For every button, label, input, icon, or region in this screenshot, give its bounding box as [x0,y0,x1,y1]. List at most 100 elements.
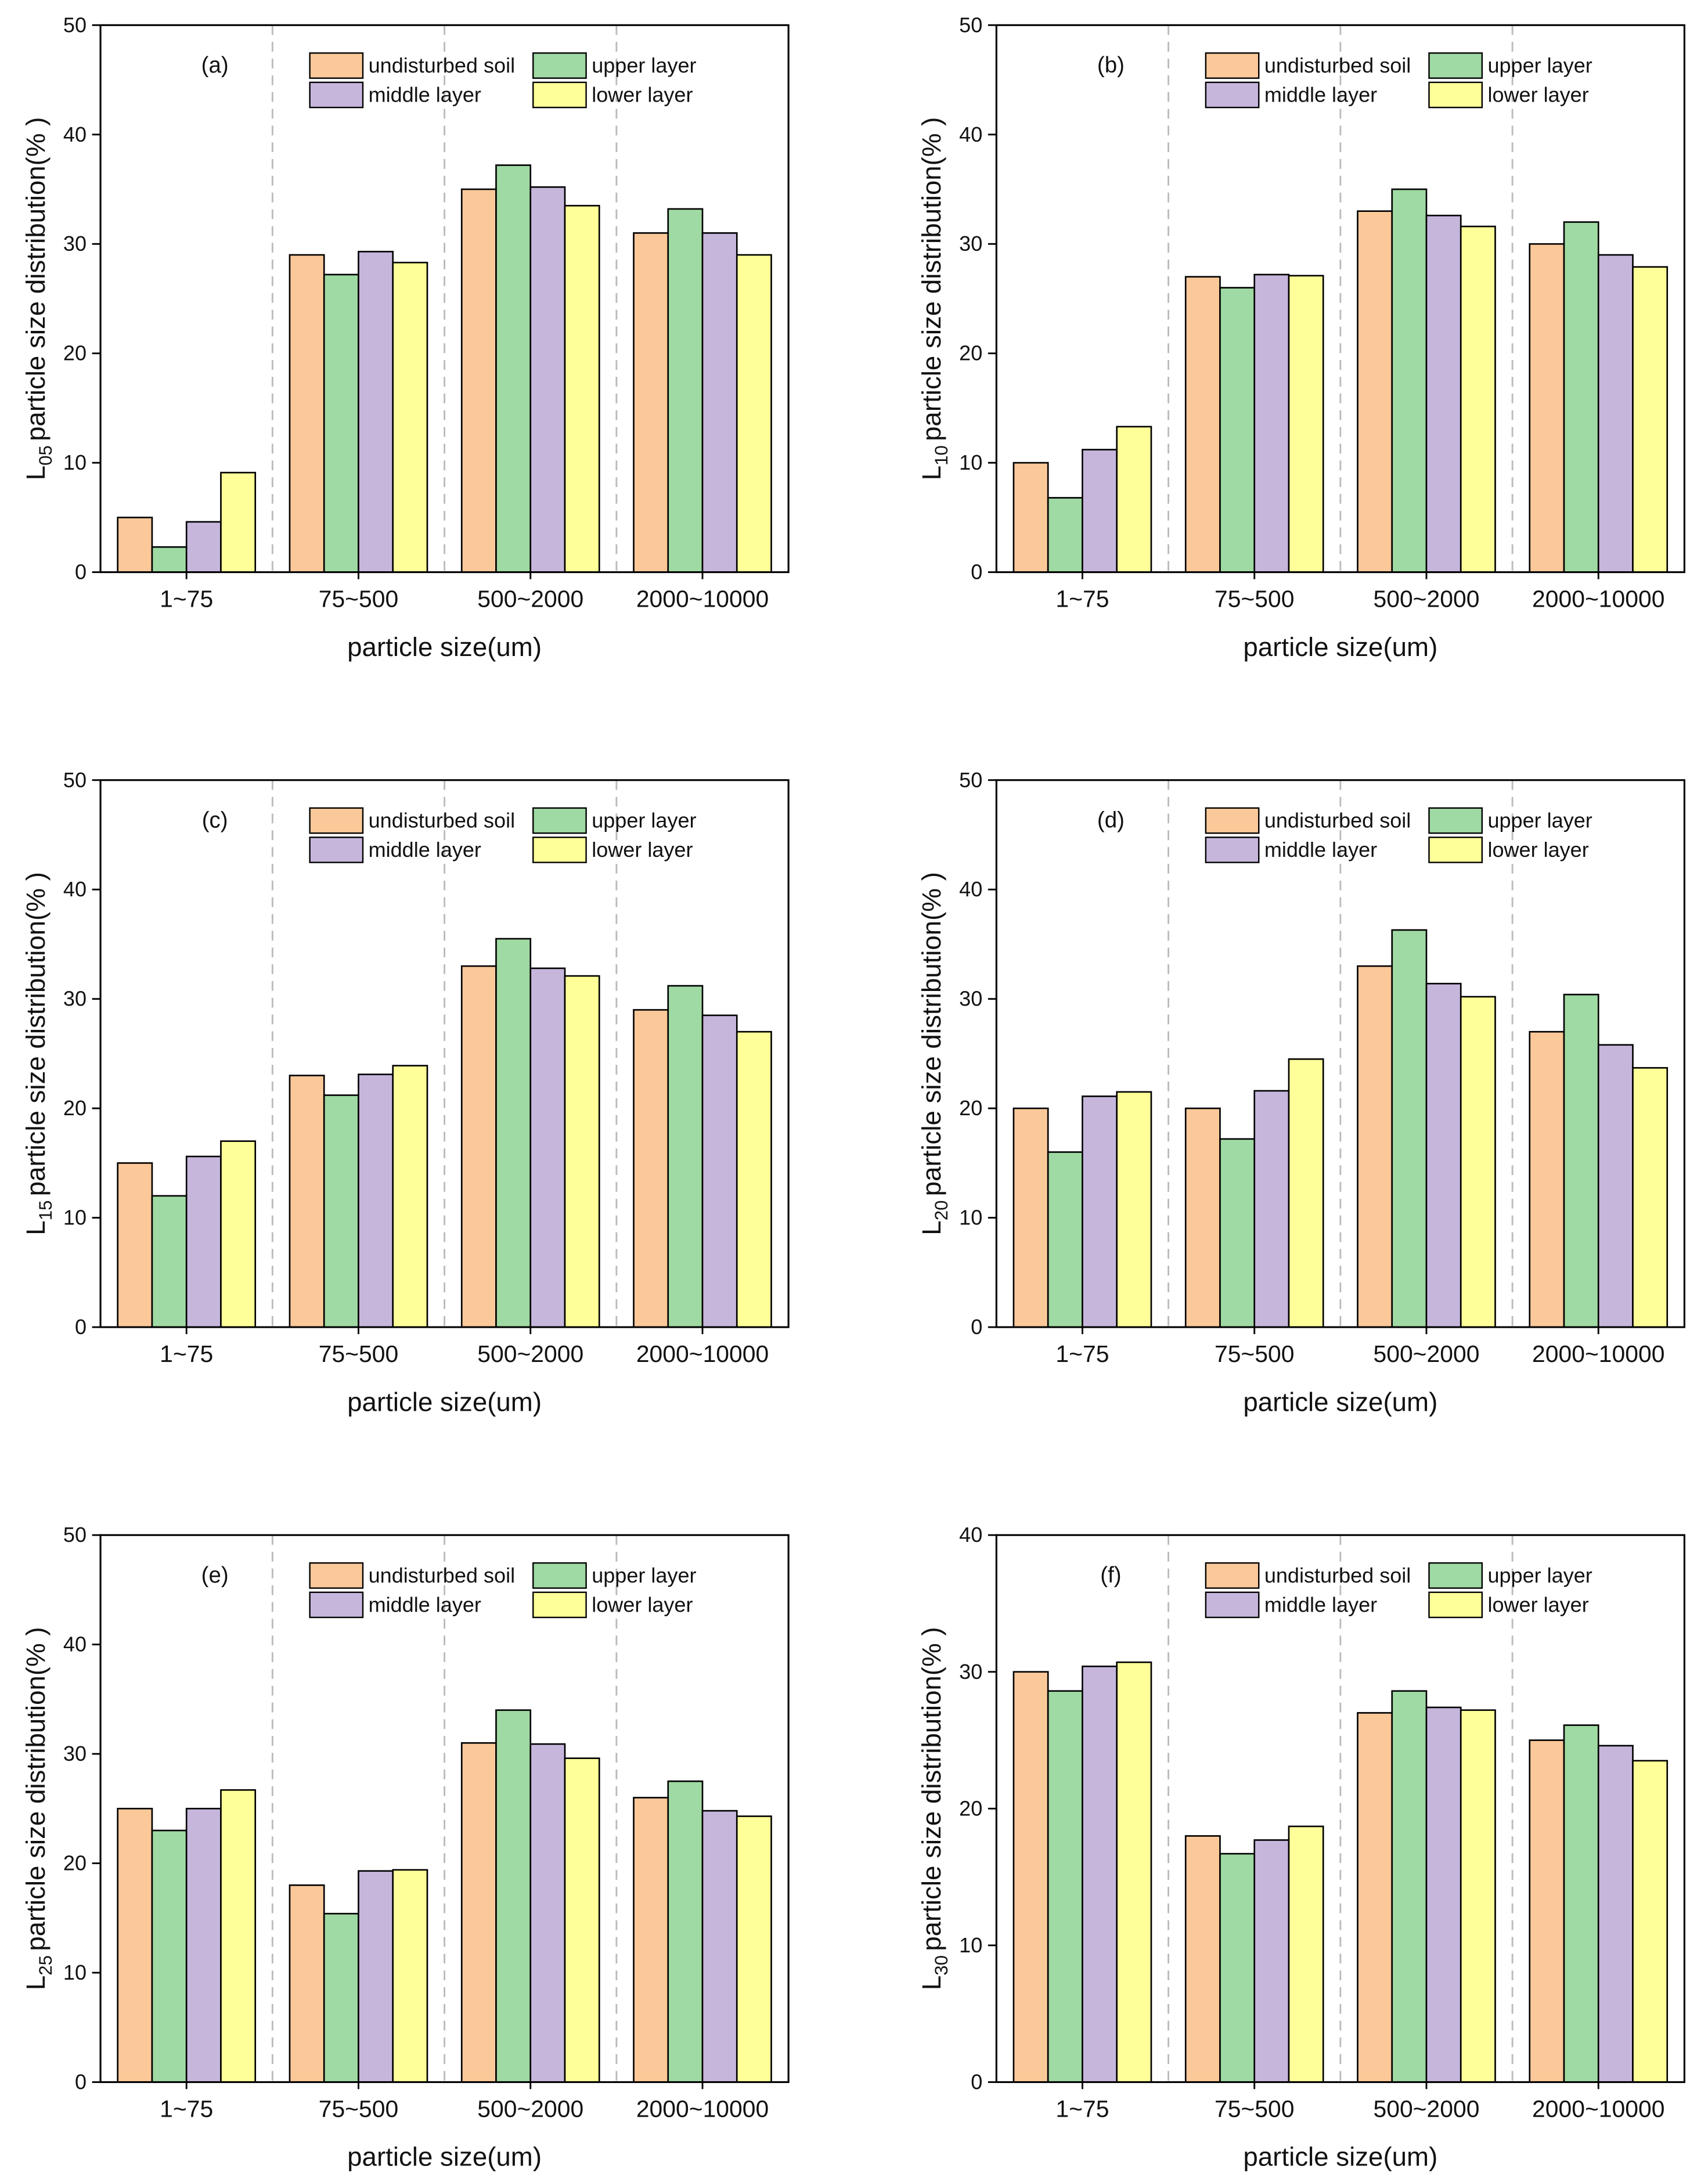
plot-frame [995,779,1685,1328]
bar [1597,1044,1634,1328]
bar [1391,188,1428,573]
y-tick-label: 10 [959,1206,982,1230]
y-axis-label: L05 particle size distribution(% ) [21,117,56,481]
y-label-letter: L [917,1220,946,1235]
x-axis-label: particle size(um) [1243,1387,1437,1417]
x-tick-label: 75~500 [1215,2096,1294,2122]
legend-swatch [1428,1562,1483,1589]
legend-label: middle layer [369,1592,481,1616]
bar [1529,1739,1565,2083]
bar [1116,1661,1152,2083]
bar [1425,214,1462,573]
x-tick-label: 500~2000 [1374,2096,1480,2122]
legend-swatch [1205,52,1260,79]
bar [633,1797,669,2083]
bar [529,1743,566,2083]
x-axis-label: particle size(um) [347,1387,542,1417]
y-axis-label: L20 particle size distribution(% ) [917,872,952,1235]
y-tick-label: 0 [75,560,87,584]
legend-swatch [309,837,364,863]
y-tick-label: 40 [63,1632,87,1656]
y-tick-label: 10 [63,1960,87,1984]
bar [667,985,704,1328]
y-tick-label: 0 [971,1315,982,1339]
y-tick-label: 30 [63,232,87,255]
bar [220,1789,257,2083]
y-label-subscript: 30 [931,1955,952,1976]
bar [633,1009,669,1328]
bar [117,517,153,573]
legend-swatch [1428,81,1483,109]
plot-frame [995,24,1685,574]
x-tick-label: 500~2000 [1374,586,1480,612]
bar [701,1014,738,1328]
bar [1253,1090,1290,1328]
y-tick-label: 20 [959,341,982,365]
y-label-text: particle size distribution(% ) [21,1627,51,1951]
legend-label: undisturbed soil [1264,808,1411,832]
y-label-letter: L [21,1220,51,1235]
y-tick-label: 50 [63,13,87,37]
bar [1116,426,1152,573]
y-tick-label: 10 [63,1206,87,1230]
bar [564,1757,600,2083]
y-tick-label: 40 [959,122,982,146]
bar [633,232,669,573]
bar [564,204,600,573]
bar [1563,1724,1599,2083]
bar [289,1884,325,2083]
bar [151,546,188,573]
chart-panel: 0 10 20 30 40 1~75 75~500 500~2000 2000~10000 (f)… [917,1523,1685,2172]
chart-panel: 0 10 20 30 40 50 1~75 75~500 500~2000 2000~10000 (… [21,13,790,662]
legend-label: upper layer [592,1563,696,1587]
bar [667,1780,704,2083]
x-tick-label: 2000~10000 [1532,2096,1664,2122]
panel-label: (b) [1097,53,1125,78]
bar [529,186,566,573]
bar [701,232,738,573]
y-tick-label: 40 [63,122,87,146]
bar [151,1829,188,2083]
y-tick-label: 50 [959,768,982,792]
y-tick-label: 0 [75,2070,87,2094]
y-label-subscript: 15 [35,1201,56,1221]
y-tick-label: 10 [63,451,87,474]
bar [1012,1671,1049,2083]
y-tick-label: 40 [959,1523,982,1547]
legend-swatch [309,52,364,79]
legend-swatch [1428,52,1483,79]
bar [1460,225,1496,573]
legend-label: middle layer [369,83,481,107]
y-tick-label: 50 [63,1523,87,1547]
x-tick-label: 2000~10000 [636,586,769,612]
y-label-text: particle size distribution(% ) [917,872,946,1196]
y-label-text: particle size distribution(% ) [21,117,51,441]
bar [701,1810,738,2083]
y-tick-label: 0 [75,1315,87,1339]
bar [1047,497,1083,573]
bar [220,471,257,573]
bar [323,273,359,573]
bar [1460,996,1496,1328]
bar [460,965,497,1328]
bar [1357,210,1393,573]
legend-swatch [309,1562,364,1589]
bar [1219,1138,1256,1328]
y-axis-label: L30 particle size distribution(% ) [917,1627,952,1991]
legend-label: middle layer [1264,83,1377,107]
y-tick-label: 50 [959,13,982,37]
bar [1357,965,1393,1328]
legend-label: undisturbed soil [1264,53,1411,77]
bar [1219,287,1256,573]
legend-swatch [532,81,587,109]
bar [117,1162,153,1328]
bar [495,1709,532,2083]
x-tick-label: 500~2000 [477,2096,583,2122]
legend-swatch [309,807,364,834]
chart-panel: 0 10 20 30 40 50 1~75 75~500 500~2000 2000~10000 (… [917,13,1685,662]
bar [151,1195,188,1328]
x-tick-label: 500~2000 [477,1340,583,1367]
legend-swatch [1428,1591,1483,1619]
legend-label: undisturbed soil [369,808,516,832]
